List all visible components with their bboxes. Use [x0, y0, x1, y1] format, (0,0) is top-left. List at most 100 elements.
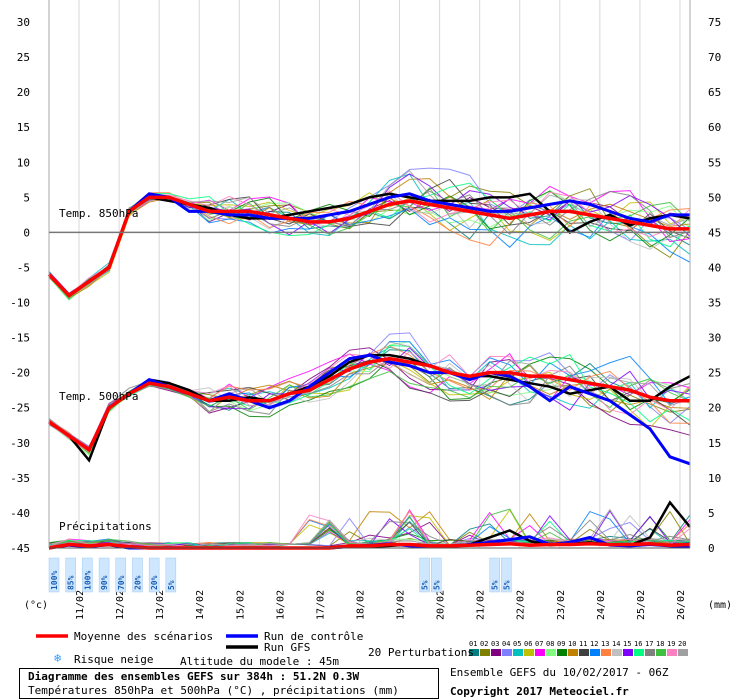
- snow-risk-label: 5%: [432, 580, 441, 590]
- perturbation-id: 09: [557, 640, 565, 648]
- legend-altitude-label: Altitude du modele : 45m: [180, 655, 339, 668]
- snow-risk-box: [48, 557, 60, 593]
- perturbation-swatch: [667, 649, 677, 656]
- right-tick-label: 45: [708, 226, 721, 239]
- right-tick-label: 75: [708, 16, 721, 29]
- right-tick-label: 70: [708, 51, 721, 64]
- perturbation-id: 07: [535, 640, 543, 648]
- date-tick-label: 24/02: [596, 590, 607, 620]
- right-tick-label: 0: [708, 542, 715, 555]
- right-tick-label: 40: [708, 261, 721, 274]
- mean-t850-line: [47, 195, 690, 298]
- perturbation-swatch: [469, 649, 479, 656]
- date-tick-label: 25/02: [636, 590, 647, 620]
- right-tick-label: 60: [708, 121, 721, 134]
- right-tick-label: 10: [708, 472, 721, 485]
- left-tick-label: 15: [17, 121, 30, 134]
- perturbation-swatch: [524, 649, 534, 656]
- left-tick-label: 25: [17, 51, 30, 64]
- panel-label-precip: Précipitations: [59, 520, 152, 533]
- perturbation-swatch: [480, 649, 490, 656]
- perturbation-swatch: [491, 649, 501, 656]
- perturbation-id: 14: [612, 640, 620, 648]
- snow-risk-label: 100%: [50, 571, 59, 590]
- date-tick-label: 26/02: [676, 590, 687, 620]
- perturbation-id: 17: [645, 640, 653, 648]
- control-t500-line: [48, 353, 691, 466]
- legend-graphics: 01 02 03 04 05 06 07 08 09 10 11 12 13 14 15 16 17 18 19 20: [36, 634, 688, 656]
- date-tick-label: 21/02: [476, 590, 487, 620]
- perturbation-swatch: [590, 649, 600, 656]
- date-tick-label: 14/02: [195, 590, 206, 620]
- perturbation-id: 01: [469, 640, 477, 648]
- perturbation-id: 20: [678, 640, 686, 648]
- snow-risk-label: 90%: [100, 575, 109, 590]
- right-tick-label: 50: [708, 191, 721, 204]
- snow-risk-label: 20%: [133, 575, 142, 590]
- left-tick-label: -15: [10, 332, 30, 345]
- legend-mean-label: Moyenne des scénarios: [74, 630, 214, 643]
- right-unit-label: (mm): [708, 600, 733, 611]
- perturbation-id: 16: [634, 640, 642, 648]
- snow-risk-box: [501, 557, 512, 593]
- perturbation-id: 06: [524, 640, 532, 648]
- snow-risk-box: [82, 557, 93, 593]
- snow-risk-box: [115, 557, 127, 593]
- snow-risk-box: [148, 557, 160, 593]
- left-tick-label: -25: [10, 402, 30, 415]
- perturbation-swatch: [568, 649, 578, 656]
- perturbation-id: 05: [513, 640, 521, 648]
- left-tick-label: -30: [10, 437, 30, 450]
- right-tick-label: 65: [708, 86, 721, 99]
- left-tick-label: 10: [17, 156, 30, 169]
- perturbation-id: 18: [656, 640, 664, 648]
- perturbation-line: [48, 332, 691, 452]
- right-tick-label: 35: [708, 297, 721, 310]
- snow-risk-label: 5%: [502, 580, 511, 590]
- perturbation-id: 08: [546, 640, 554, 648]
- footer-subtitle: Températures 850hPa et 500hPa (°C) , pré…: [28, 684, 399, 697]
- perturbation-swatch: [612, 649, 622, 656]
- snow-risk-box: [98, 557, 110, 593]
- snow-risk-label: 5%: [491, 580, 500, 590]
- left-tick-label: -20: [10, 367, 30, 380]
- snowflake-icon: ❄: [54, 651, 62, 665]
- date-tick-label: 23/02: [556, 590, 567, 620]
- date-tick-label: 13/02: [155, 590, 166, 620]
- snow-risk-box: [165, 557, 177, 593]
- control-t850-line: [47, 192, 690, 298]
- snow-risk-label: 20%: [150, 575, 159, 590]
- run-info: Ensemble GEFS du 10/02/2017 - 06Z: [450, 666, 669, 679]
- snow-risk-label: 5%: [421, 580, 430, 590]
- axes: 302520151050-5-10-15-20-25-30-35-40-4575…: [10, 0, 721, 620]
- perturbation-id: 15: [623, 640, 631, 648]
- date-tick-label: 20/02: [436, 590, 447, 620]
- footer-title: Diagramme des ensembles GEFS sur 384h : …: [28, 670, 360, 683]
- legend-snow-label: Risque neige: [74, 653, 154, 666]
- left-tick-label: 20: [17, 86, 30, 99]
- snow-risk-box: [431, 557, 442, 593]
- perturbation-id: 04: [502, 640, 510, 648]
- right-tick-label: 25: [708, 367, 721, 380]
- panel-label-t850: Temp. 850hPa: [59, 207, 139, 220]
- perturbation-id: 10: [568, 640, 576, 648]
- right-tick-label: 30: [708, 332, 721, 345]
- date-tick-label: 11/02: [75, 590, 86, 620]
- panel-label-t500: Temp. 500hPa: [59, 390, 139, 403]
- left-tick-label: -45: [10, 542, 30, 555]
- perturbation-id: 11: [579, 640, 587, 648]
- snow-risk-label: 85%: [67, 575, 76, 590]
- perturbation-lines: [48, 167, 691, 549]
- perturbation-swatch: [623, 649, 633, 656]
- perturbation-line: [48, 173, 691, 295]
- snow-risk-label: 100%: [83, 571, 92, 590]
- perturbation-swatch: [535, 649, 545, 656]
- copyright: Copyright 2017 Meteociel.fr: [450, 685, 629, 698]
- right-tick-label: 5: [708, 507, 715, 520]
- date-tick-label: 12/02: [115, 590, 126, 620]
- perturbation-swatch: [645, 649, 655, 656]
- right-tick-label: 20: [708, 402, 721, 415]
- snow-risk-label: 70%: [117, 575, 126, 590]
- legend-perturbations-label: 20 Perturbations: [368, 646, 474, 659]
- left-tick-label: 0: [23, 226, 30, 239]
